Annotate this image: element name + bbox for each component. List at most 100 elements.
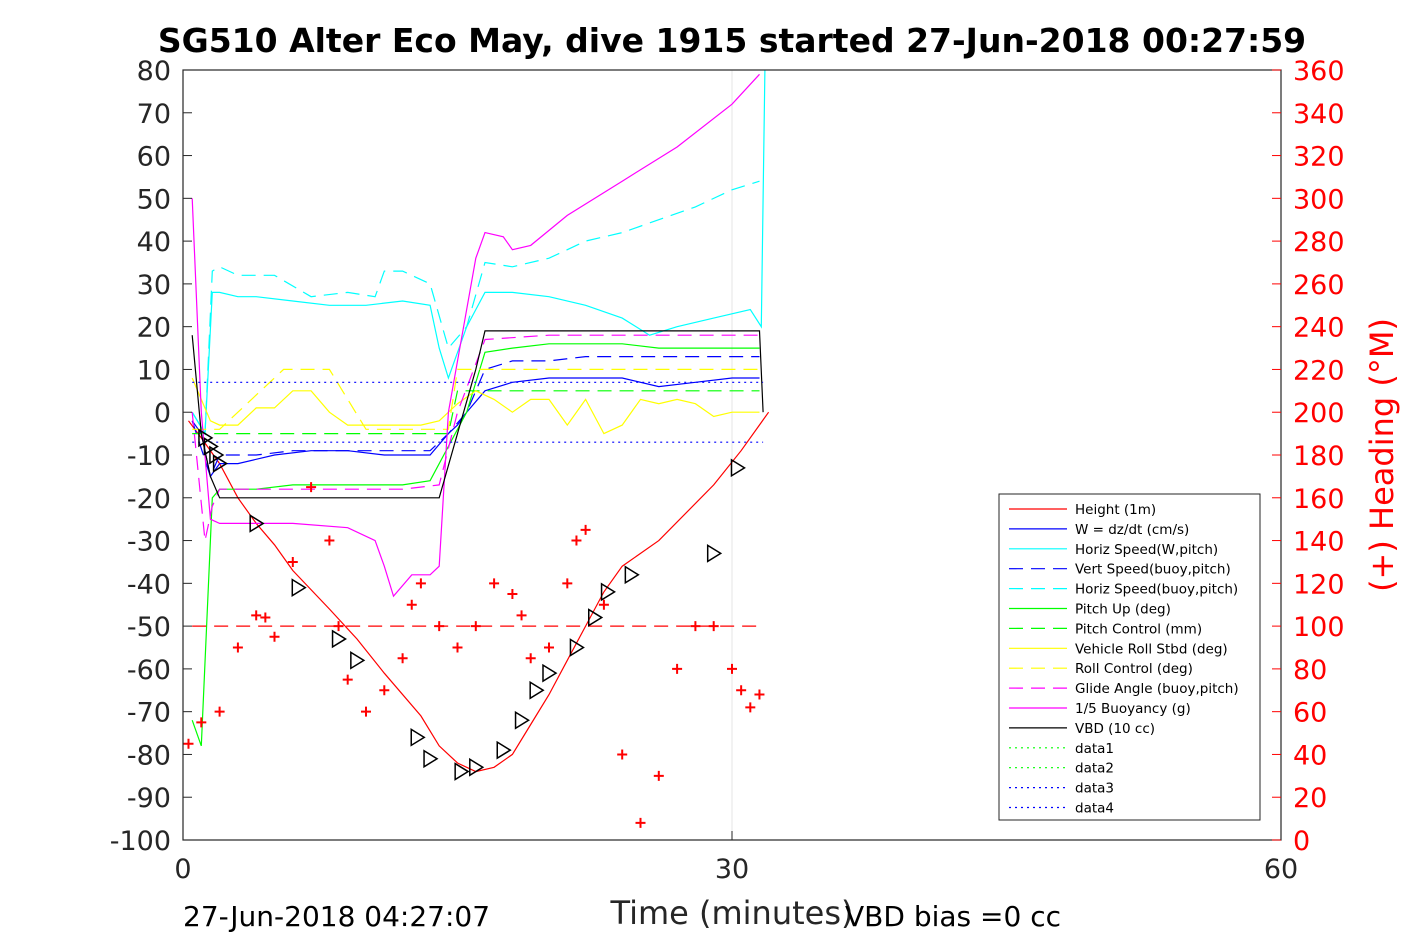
left-tick-label: 30 (137, 270, 171, 301)
height-marker (423, 749, 439, 769)
height-marker (529, 680, 545, 700)
heading-point (251, 610, 262, 621)
series-roll-control-deg (192, 368, 760, 430)
legend-label-data1: data1 (1075, 741, 1114, 757)
left-tick-label: -80 (127, 740, 171, 771)
heading-point (397, 653, 408, 664)
heading-point (598, 599, 609, 610)
heading-point (580, 524, 591, 535)
height-marker (624, 565, 640, 585)
left-tick-label: -40 (127, 569, 171, 600)
heading-point (525, 653, 536, 664)
series-height-1m (188, 411, 770, 773)
height-marker (730, 458, 746, 478)
heading-point (470, 621, 481, 632)
left-tick-label: -50 (127, 612, 171, 643)
right-tick-label: 180 (1293, 441, 1345, 472)
legend-label-horiz-speed-w-pitch: Horiz Speed(W,pitch) (1075, 542, 1218, 558)
right-tick-label: 200 (1293, 398, 1345, 429)
heading-point (489, 578, 500, 589)
left-tick-label: 80 (137, 56, 171, 87)
right-tick-label: 280 (1293, 227, 1345, 258)
left-tick-label: 10 (137, 355, 171, 386)
height-marker (514, 710, 530, 730)
left-tick-label: 50 (137, 184, 171, 215)
heading-point (708, 621, 719, 632)
left-axis-ticks: 80 70 60 50 40 30 20 10 0 -10 -20 -30 -40 -50 -60 -70 -8… (110, 56, 192, 857)
heading-point (287, 556, 298, 567)
left-tick-label: -10 (127, 441, 171, 472)
heading-point (214, 706, 225, 717)
right-tick-label: 0 (1293, 826, 1310, 857)
height-marker (209, 445, 225, 465)
legend-entries: Height (1m) W = dz/dt (cm/s) Horiz Speed(W… (1009, 502, 1239, 817)
left-tick-label: -90 (127, 783, 171, 814)
x-tick-label: 0 (174, 854, 191, 885)
left-tick-label: -20 (127, 484, 171, 515)
heading-point (434, 621, 445, 632)
height-marker (600, 582, 616, 602)
x-tick-label: 30 (715, 854, 749, 885)
heading-point (571, 535, 582, 546)
heading-point (617, 749, 628, 760)
heading-point (452, 642, 463, 653)
height-marker (203, 437, 219, 456)
legend-label-1-5-buoyancy-g: 1/5 Buoyancy (g) (1075, 701, 1191, 717)
right-tick-label: 120 (1293, 569, 1345, 600)
left-tick-label: -100 (110, 826, 171, 857)
heading-point (672, 663, 683, 674)
heading-point (653, 770, 664, 781)
heading-point (324, 535, 335, 546)
right-tick-label: 240 (1293, 313, 1345, 344)
right-tick-label: 360 (1293, 56, 1345, 87)
height-marker (410, 727, 426, 747)
series-pitch-control-mm (192, 390, 760, 435)
height-marker (350, 650, 366, 670)
heading-point (269, 631, 280, 642)
heading-point (745, 702, 756, 713)
right-tick-label: 60 (1293, 698, 1327, 729)
right-tick-label: 20 (1293, 783, 1327, 814)
series-vehicle-roll-stbd-deg (191, 377, 760, 435)
height-marker (212, 454, 229, 473)
heading-point (635, 817, 646, 828)
heading-point (361, 706, 371, 717)
height-marker (706, 544, 723, 563)
series-horiz-speed-w-pitch (191, 69, 766, 436)
heading-point (333, 621, 344, 632)
series-w-dz-dt-cm-s (191, 377, 760, 478)
left-tick-label: 40 (137, 227, 171, 258)
right-tick-label: 100 (1293, 612, 1345, 643)
right-tick-label: 220 (1293, 355, 1345, 386)
left-tick-label: 60 (137, 142, 171, 173)
x-tick-label: 60 (1264, 854, 1298, 885)
left-tick-label: -70 (127, 698, 171, 729)
footer-vbd-bias: VBD bias =0 cc (845, 900, 1061, 933)
legend-label-vehicle-roll-stbd-deg: Vehicle Roll Stbd (deg) (1075, 641, 1228, 657)
left-tick-label: 70 (137, 99, 171, 130)
heading-point (516, 610, 527, 621)
left-tick-label: 20 (137, 313, 171, 344)
heading-point (544, 642, 554, 653)
right-axis-ticks: 3603403203002802602402202001801601401201… (1272, 56, 1345, 857)
marker-layer (183, 428, 765, 828)
series-layer (188, 69, 770, 773)
height-marker (469, 757, 485, 777)
legend-label-data3: data3 (1075, 781, 1114, 797)
heading-point (260, 612, 271, 623)
height-marker (542, 663, 558, 683)
x-axis-ticks: 0 30 60 (174, 831, 1298, 885)
series-pitch-up-deg (191, 343, 760, 747)
legend-label-vert-speed-buoy-pitch: Vert Speed(buoy,pitch) (1075, 562, 1231, 578)
legend-label-roll-control-deg: Roll Control (deg) (1075, 661, 1193, 677)
right-tick-label: 300 (1293, 184, 1345, 215)
heading-point (196, 717, 207, 728)
right-tick-label: 140 (1293, 527, 1345, 558)
legend-label-data4: data4 (1075, 801, 1114, 817)
legend-label-glide-angle-buoy-pitch: Glide Angle (buoy,pitch) (1075, 681, 1239, 697)
heading-point (690, 621, 701, 632)
height-marker (198, 428, 214, 448)
heading-point (306, 482, 317, 493)
